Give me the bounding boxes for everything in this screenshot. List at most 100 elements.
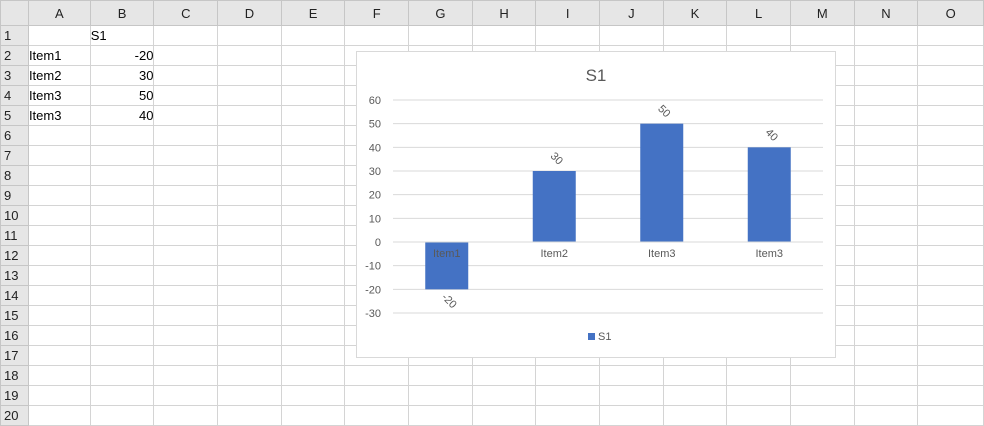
cell-d12[interactable]: [217, 245, 282, 266]
row-header-3[interactable]: 3: [0, 65, 29, 86]
cell-c4[interactable]: [153, 85, 219, 106]
cell-a16[interactable]: [27, 325, 91, 346]
cell-l20[interactable]: [726, 405, 791, 426]
column-header-i[interactable]: I: [535, 0, 601, 26]
cell-n4[interactable]: [853, 85, 919, 106]
cell-e5[interactable]: [280, 105, 346, 126]
cell-n15[interactable]: [853, 305, 919, 326]
cell-n2[interactable]: [853, 45, 919, 66]
cell-c18[interactable]: [153, 365, 219, 386]
cell-e10[interactable]: [280, 205, 346, 226]
cell-e9[interactable]: [280, 185, 346, 206]
cell-j18[interactable]: [599, 365, 664, 386]
column-header-m[interactable]: M: [789, 0, 855, 26]
cell-k1[interactable]: [662, 25, 728, 46]
cell-a3[interactable]: Item2: [27, 65, 91, 86]
column-header-c[interactable]: C: [153, 0, 219, 26]
column-header-a[interactable]: A: [27, 0, 91, 26]
cell-d3[interactable]: [217, 65, 282, 86]
cell-b16[interactable]: [89, 325, 155, 346]
cell-a18[interactable]: [27, 365, 91, 386]
row-header-12[interactable]: 12: [0, 245, 29, 266]
cell-a13[interactable]: [27, 265, 91, 286]
cell-c15[interactable]: [153, 305, 219, 326]
column-header-l[interactable]: L: [726, 0, 791, 26]
row-header-13[interactable]: 13: [0, 265, 29, 286]
cell-h19[interactable]: [471, 385, 537, 406]
cell-o14[interactable]: [917, 285, 984, 306]
cell-b3[interactable]: 30: [89, 65, 155, 86]
cell-j19[interactable]: [599, 385, 664, 406]
cell-d10[interactable]: [217, 205, 282, 226]
cell-b10[interactable]: [89, 205, 155, 226]
cell-e12[interactable]: [280, 245, 346, 266]
cell-n14[interactable]: [853, 285, 919, 306]
cell-i19[interactable]: [535, 385, 601, 406]
cell-e18[interactable]: [280, 365, 346, 386]
cell-c13[interactable]: [153, 265, 219, 286]
cell-d20[interactable]: [217, 405, 282, 426]
cell-g1[interactable]: [408, 25, 473, 46]
cell-d4[interactable]: [217, 85, 282, 106]
cell-o11[interactable]: [917, 225, 984, 246]
cell-c2[interactable]: [153, 45, 219, 66]
cell-h1[interactable]: [471, 25, 537, 46]
cell-o13[interactable]: [917, 265, 984, 286]
cell-o6[interactable]: [917, 125, 984, 146]
cell-g19[interactable]: [408, 385, 473, 406]
cell-o17[interactable]: [917, 345, 984, 366]
cell-k18[interactable]: [662, 365, 728, 386]
cell-l1[interactable]: [726, 25, 791, 46]
cell-c7[interactable]: [153, 145, 219, 166]
cell-b20[interactable]: [89, 405, 155, 426]
column-header-b[interactable]: B: [89, 0, 155, 26]
cell-o5[interactable]: [917, 105, 984, 126]
cell-b12[interactable]: [89, 245, 155, 266]
cell-h18[interactable]: [471, 365, 537, 386]
cell-a12[interactable]: [27, 245, 91, 266]
cell-e1[interactable]: [280, 25, 346, 46]
column-header-o[interactable]: O: [917, 0, 984, 26]
cell-b14[interactable]: [89, 285, 155, 306]
cell-b15[interactable]: [89, 305, 155, 326]
cell-d2[interactable]: [217, 45, 282, 66]
cell-n9[interactable]: [853, 185, 919, 206]
cell-n20[interactable]: [853, 405, 919, 426]
cell-n3[interactable]: [853, 65, 919, 86]
cell-e8[interactable]: [280, 165, 346, 186]
column-header-g[interactable]: G: [408, 0, 473, 26]
cell-d5[interactable]: [217, 105, 282, 126]
row-header-19[interactable]: 19: [0, 385, 29, 406]
row-header-20[interactable]: 20: [0, 405, 29, 426]
cell-g18[interactable]: [408, 365, 473, 386]
cell-n12[interactable]: [853, 245, 919, 266]
cell-d11[interactable]: [217, 225, 282, 246]
cell-m1[interactable]: [789, 25, 855, 46]
cell-j1[interactable]: [599, 25, 664, 46]
column-header-k[interactable]: K: [662, 0, 728, 26]
cell-d16[interactable]: [217, 325, 282, 346]
cell-n11[interactable]: [853, 225, 919, 246]
cell-d13[interactable]: [217, 265, 282, 286]
cell-n5[interactable]: [853, 105, 919, 126]
cell-i20[interactable]: [535, 405, 601, 426]
cell-c19[interactable]: [153, 385, 219, 406]
row-header-4[interactable]: 4: [0, 85, 29, 106]
cell-c8[interactable]: [153, 165, 219, 186]
cell-d9[interactable]: [217, 185, 282, 206]
cell-i18[interactable]: [535, 365, 601, 386]
cell-f1[interactable]: [344, 25, 410, 46]
cell-o19[interactable]: [917, 385, 984, 406]
row-header-18[interactable]: 18: [0, 365, 29, 386]
cell-n6[interactable]: [853, 125, 919, 146]
cell-n13[interactable]: [853, 265, 919, 286]
row-header-5[interactable]: 5: [0, 105, 29, 126]
cell-b8[interactable]: [89, 165, 155, 186]
cell-e17[interactable]: [280, 345, 346, 366]
cell-o12[interactable]: [917, 245, 984, 266]
cell-n8[interactable]: [853, 165, 919, 186]
column-header-e[interactable]: E: [280, 0, 346, 26]
cell-b13[interactable]: [89, 265, 155, 286]
cell-e2[interactable]: [280, 45, 346, 66]
cell-d17[interactable]: [217, 345, 282, 366]
